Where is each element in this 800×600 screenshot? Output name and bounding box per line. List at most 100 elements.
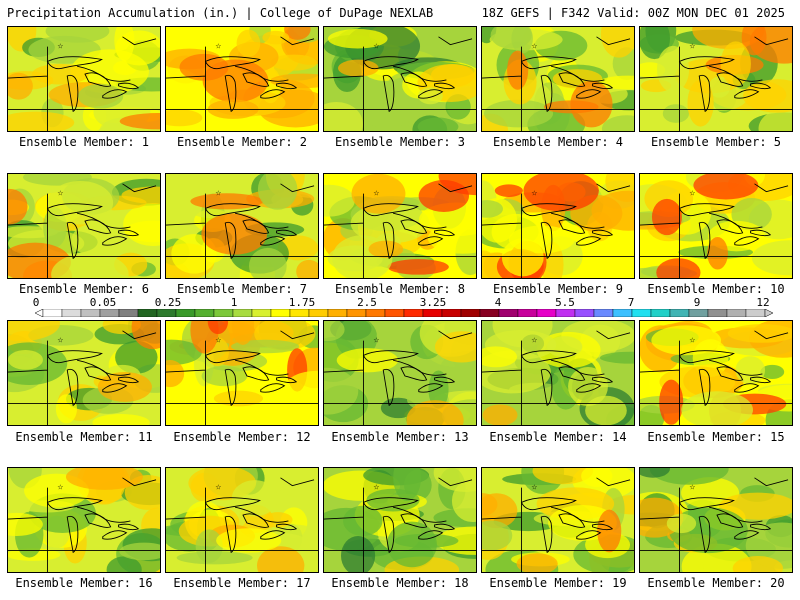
great-lakes-outline <box>482 330 634 425</box>
ensemble-member-caption: Ensemble Member: 4 <box>492 135 624 149</box>
ensemble-member-caption: Ensemble Member: 5 <box>650 135 782 149</box>
colorbar-swatch <box>118 309 139 317</box>
ensemble-member-map: ☆ <box>165 467 319 573</box>
ensemble-member-caption: Ensemble Member: 14 <box>489 430 627 444</box>
colorbar-tick-label: 0.25 <box>154 296 182 309</box>
svg-text:☆: ☆ <box>689 482 695 493</box>
colorbar-swatch <box>726 309 747 317</box>
colorbar-min-arrow <box>35 309 44 317</box>
ensemble-member-map: ☆ <box>7 173 161 279</box>
svg-text:☆: ☆ <box>689 41 695 52</box>
ensemble-member-caption: Ensemble Member: 11 <box>15 430 153 444</box>
precipitation-map: ☆ <box>166 468 318 572</box>
colorbar-swatch <box>688 309 709 317</box>
ensemble-member-caption: Ensemble Member: 10 <box>647 282 785 296</box>
colorbar-swatch <box>422 309 443 317</box>
great-lakes-outline <box>640 183 792 278</box>
colorbar-swatch <box>536 309 557 317</box>
colorbar-swatch <box>517 309 538 317</box>
ensemble-member-map: ☆ <box>323 467 477 573</box>
ensemble-member-map: ☆ <box>323 320 477 426</box>
ensemble-member-map: ☆ <box>7 26 161 132</box>
ensemble-member-caption: Ensemble Member: 1 <box>18 135 150 149</box>
colorbar-tick-label: 4 <box>494 296 502 309</box>
precipitation-map: ☆ <box>482 321 634 425</box>
colorbar-swatch <box>308 309 329 317</box>
precipitation-map: ☆ <box>324 174 476 278</box>
ensemble-member-caption: Ensemble Member: 13 <box>331 430 469 444</box>
svg-text:☆: ☆ <box>57 188 63 199</box>
colorbar-swatch <box>403 309 424 317</box>
ensemble-member-caption: Ensemble Member: 8 <box>334 282 466 296</box>
colorbar-swatch <box>194 309 215 317</box>
precipitation-map: ☆ <box>166 27 318 131</box>
colorbar-swatch <box>669 309 690 317</box>
colorbar-swatch <box>42 309 63 317</box>
precipitation-map: ☆ <box>8 27 160 131</box>
svg-text:☆: ☆ <box>373 188 379 199</box>
colorbar-swatch <box>346 309 367 317</box>
ensemble-member-caption: Ensemble Member: 19 <box>489 576 627 590</box>
great-lakes-outline <box>8 183 160 278</box>
precipitation-map: ☆ <box>482 468 634 572</box>
ensemble-member-caption: Ensemble Member: 17 <box>173 576 311 590</box>
ensemble-member-caption: Ensemble Member: 2 <box>176 135 308 149</box>
great-lakes-outline <box>482 36 634 131</box>
great-lakes-outline <box>640 36 792 131</box>
ensemble-member-map: ☆ <box>639 467 793 573</box>
svg-text:☆: ☆ <box>531 482 537 493</box>
svg-text:☆: ☆ <box>531 41 537 52</box>
precipitation-map: ☆ <box>640 468 792 572</box>
ensemble-member-caption: Ensemble Member: 7 <box>176 282 308 296</box>
colorbar-swatch <box>498 309 519 317</box>
svg-text:☆: ☆ <box>57 482 63 493</box>
ensemble-member-map: ☆ <box>7 320 161 426</box>
colorbar-swatch <box>289 309 310 317</box>
colorbar-tick-label: 1 <box>230 296 238 309</box>
ensemble-member-map: ☆ <box>323 26 477 132</box>
great-lakes-outline <box>324 330 476 425</box>
ensemble-member-caption: Ensemble Member: 6 <box>18 282 150 296</box>
colorbar-tick-label: 0.05 <box>89 296 117 309</box>
precipitation-map: ☆ <box>482 174 634 278</box>
colorbar-swatch <box>175 309 196 317</box>
great-lakes-outline <box>482 183 634 278</box>
colorbar-swatch <box>365 309 386 317</box>
svg-text:☆: ☆ <box>689 335 695 346</box>
great-lakes-outline <box>8 36 160 131</box>
great-lakes-outline <box>166 36 318 131</box>
great-lakes-outline <box>8 477 160 572</box>
ensemble-member-caption: Ensemble Member: 18 <box>331 576 469 590</box>
ensemble-member-map: ☆ <box>481 467 635 573</box>
run-info: 18Z GEFS | F342 Valid: 00Z MON DEC 01 20… <box>481 6 785 20</box>
ensemble-member-caption: Ensemble Member: 15 <box>647 430 785 444</box>
colorbar-tick-label: 0 <box>32 296 40 309</box>
precipitation-map: ☆ <box>324 27 476 131</box>
great-lakes-outline <box>640 477 792 572</box>
svg-text:☆: ☆ <box>215 335 221 346</box>
colorbar-swatch <box>327 309 348 317</box>
colorbar <box>35 309 773 317</box>
colorbar-swatch <box>479 309 500 317</box>
great-lakes-outline <box>324 477 476 572</box>
colorbar-tick-label: 2.5 <box>357 296 377 309</box>
colorbar-swatch <box>650 309 671 317</box>
colorbar-swatch <box>270 309 291 317</box>
colorbar-tick-label: 12 <box>756 296 770 309</box>
svg-text:☆: ☆ <box>215 482 221 493</box>
precipitation-map: ☆ <box>640 27 792 131</box>
ensemble-member-map: ☆ <box>481 320 635 426</box>
ensemble-member-map: ☆ <box>481 26 635 132</box>
colorbar-tick-label: 5.5 <box>555 296 575 309</box>
ensemble-member-map: ☆ <box>639 173 793 279</box>
colorbar-tick-label: 1.75 <box>288 296 316 309</box>
precipitation-map: ☆ <box>324 321 476 425</box>
colorbar-tick-label: 3.25 <box>419 296 447 309</box>
svg-text:☆: ☆ <box>57 41 63 52</box>
chart-title: Precipitation Accumulation (in.) | Colle… <box>7 6 434 20</box>
colorbar-swatch <box>631 309 652 317</box>
precipitation-map: ☆ <box>166 321 318 425</box>
great-lakes-outline <box>166 330 318 425</box>
colorbar-swatch <box>707 309 728 317</box>
colorbar-swatch <box>213 309 234 317</box>
